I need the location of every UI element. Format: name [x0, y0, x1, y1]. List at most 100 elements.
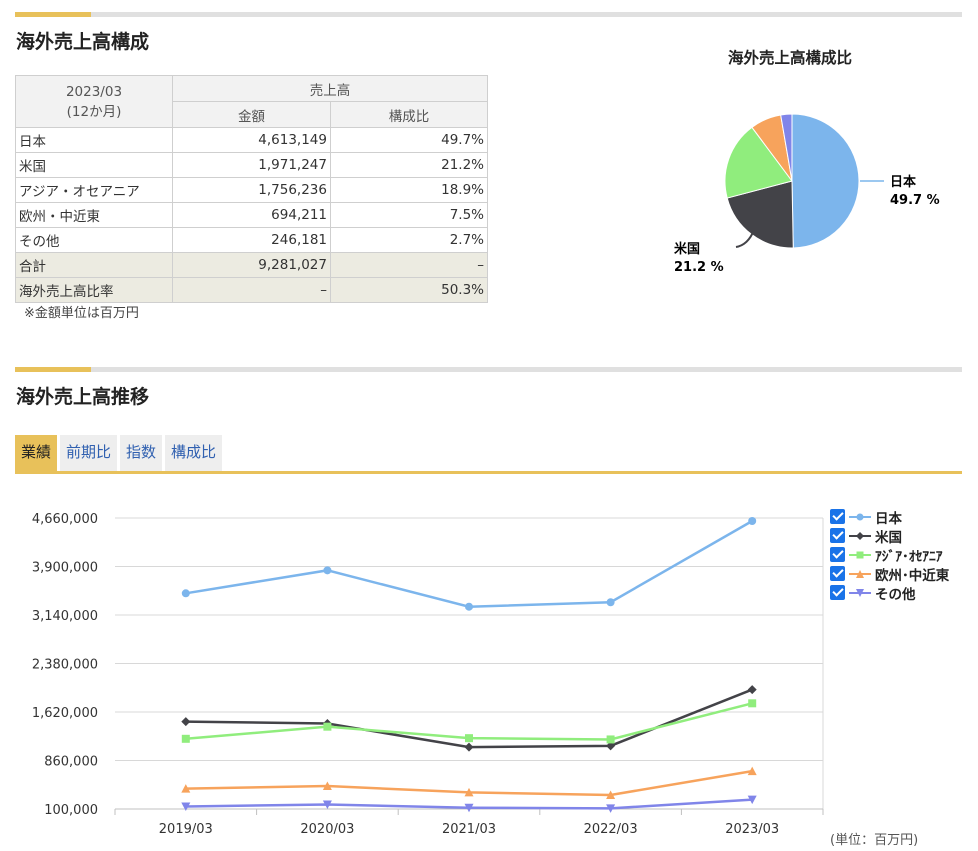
legend-marker-japan	[849, 513, 871, 520]
row-label: その他	[15, 227, 173, 253]
data-point[interactable]	[748, 699, 757, 708]
data-point[interactable]	[747, 685, 757, 695]
legend-marker-us	[849, 531, 871, 540]
row-ratio: 7.5%	[330, 202, 488, 228]
sales-group-header: 売上高	[172, 75, 488, 102]
legend-label: ｱｼﾞｱ･ｵｾｱﾆｱ	[875, 548, 943, 565]
section-divider-composition	[15, 12, 962, 17]
data-point[interactable]	[181, 802, 191, 811]
row-label: 欧州・中近東	[15, 202, 173, 228]
chart-legend: 日本 米国 ｱｼﾞｱ･ｵｾｱﾆｱ 欧州･中近東 その他	[830, 507, 949, 603]
y-tick-label: 4,660,000	[32, 512, 98, 527]
pie-slice[interactable]	[780, 113, 793, 182]
data-point[interactable]	[465, 734, 473, 743]
pie-chart: 日本 49.7 % 米国 21.2 %	[674, 113, 940, 275]
y-tick-label: 3,140,000	[32, 609, 98, 624]
row-ratio: 2.7%	[330, 227, 488, 253]
unit-footnote: ※金額単位は百万円	[24, 306, 139, 321]
legend-item-europe[interactable]: 欧州･中近東	[830, 564, 949, 584]
data-point[interactable]	[181, 717, 191, 727]
y-tick-label: 860,000	[44, 755, 98, 770]
series-line	[185, 702, 753, 741]
legend-checkbox-other[interactable]	[830, 585, 845, 600]
legend-label: 米国	[875, 529, 902, 546]
series-line	[185, 519, 753, 608]
table-row: 日本 4,613,149 49.7%	[15, 127, 488, 153]
table-row: 米国 1,971,247 21.2%	[15, 152, 488, 178]
overseas-ratio: 50.3%	[330, 277, 488, 303]
data-point[interactable]	[606, 741, 616, 751]
row-ratio: 18.9%	[330, 177, 488, 203]
y-tick-label: 2,380,000	[32, 658, 98, 673]
overseas-label: 海外売上高比率	[15, 277, 173, 303]
data-point[interactable]	[322, 800, 332, 810]
period-header: 2023/03 (12か月)	[15, 75, 173, 128]
y-tick-label: 100,000	[44, 803, 98, 818]
legend-checkbox-europe[interactable]	[830, 566, 845, 581]
data-point[interactable]	[181, 734, 190, 743]
row-label: 日本	[15, 127, 173, 153]
overseas-ratio-row: 海外売上高比率 – 50.3%	[15, 277, 488, 303]
pie-connector-us	[735, 229, 755, 248]
data-point[interactable]	[606, 735, 615, 744]
ratio-header: 構成比	[330, 101, 488, 128]
legend-checkbox-japan[interactable]	[830, 509, 845, 524]
tab-performance[interactable]: 業績	[15, 435, 58, 471]
row-amount: 694,211	[172, 202, 331, 228]
pie-title: 海外売上高構成比	[727, 49, 852, 67]
legend-item-asia[interactable]: ｱｼﾞｱ･ｵｾｱﾆｱ	[830, 545, 949, 565]
data-point[interactable]	[606, 804, 616, 813]
data-point[interactable]	[464, 742, 474, 752]
tab-composition[interactable]: 構成比	[165, 435, 223, 471]
legend-marker-europe	[849, 569, 871, 578]
amount-header: 金額	[172, 101, 331, 128]
composition-title: 海外売上高構成	[16, 31, 150, 53]
data-point[interactable]	[323, 566, 332, 575]
data-point[interactable]	[606, 598, 615, 607]
trend-tabs: 業績 前期比 指数 構成比	[15, 435, 225, 471]
period-note: (12か月)	[66, 103, 122, 120]
legend-item-japan[interactable]: 日本	[830, 507, 949, 527]
composition-table: 2023/03 (12か月) 売上高 金額 構成比 日本 4,613,149 4…	[15, 75, 488, 303]
total-amount: 9,281,027	[172, 252, 331, 278]
pie-label-japan: 日本	[890, 174, 916, 190]
pie-slice[interactable]	[724, 126, 793, 199]
table-row: その他 246,181 2.7%	[15, 227, 488, 253]
legend-item-us[interactable]: 米国	[830, 526, 949, 546]
pie-value-us: 21.2 %	[674, 260, 724, 275]
section-divider-trend	[15, 367, 962, 372]
legend-checkbox-us[interactable]	[830, 528, 845, 543]
data-point[interactable]	[181, 784, 191, 793]
x-tick-label: 2023/03	[725, 822, 779, 837]
data-point[interactable]	[465, 602, 473, 611]
legend-item-other[interactable]: その他	[830, 583, 949, 603]
data-point[interactable]	[322, 781, 332, 791]
data-point[interactable]	[747, 795, 757, 805]
y-tick-label: 3,900,000	[32, 561, 98, 576]
row-ratio: 21.2%	[330, 152, 488, 178]
row-amount: 1,756,236	[172, 177, 331, 203]
tab-underline	[15, 471, 962, 474]
data-point[interactable]	[747, 766, 757, 776]
pie-label-us: 米国	[674, 241, 700, 257]
total-label: 合計	[15, 252, 173, 278]
legend-marker-asia	[849, 551, 871, 558]
row-label: アジア・オセアニア	[15, 177, 173, 203]
row-label: 米国	[15, 152, 173, 178]
tab-yoy[interactable]: 前期比	[60, 435, 118, 471]
legend-checkbox-asia[interactable]	[830, 547, 845, 562]
period-label: 2023/03	[65, 83, 123, 100]
pie-slice[interactable]	[791, 113, 860, 249]
x-tick-label: 2021/03	[442, 822, 496, 837]
tab-index[interactable]: 指数	[120, 435, 163, 471]
x-tick-label: 2019/03	[159, 822, 213, 837]
data-point[interactable]	[181, 589, 190, 598]
total-row: 合計 9,281,027 –	[15, 252, 488, 278]
data-point[interactable]	[464, 803, 474, 813]
row-amount: 246,181	[172, 227, 331, 253]
row-amount: 4,613,149	[172, 127, 331, 153]
data-point[interactable]	[464, 787, 474, 797]
data-point[interactable]	[748, 516, 757, 525]
data-point[interactable]	[606, 790, 616, 799]
data-point[interactable]	[323, 722, 332, 731]
